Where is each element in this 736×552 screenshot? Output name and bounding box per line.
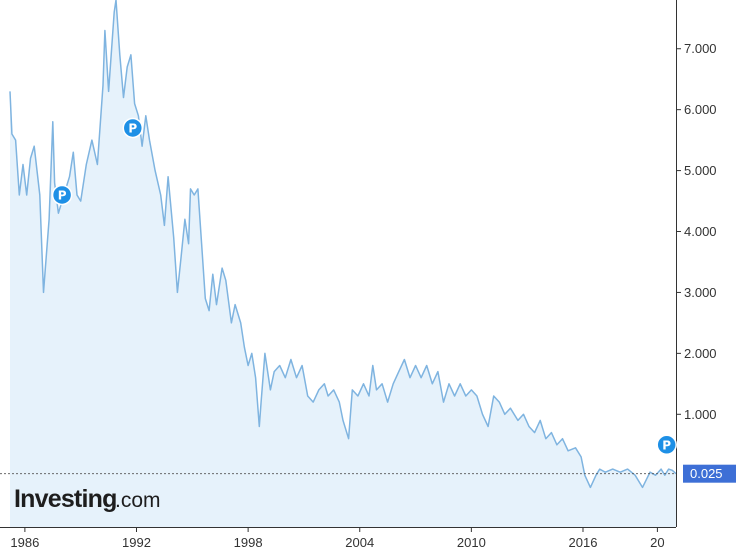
event-marker-label: P [128, 121, 137, 135]
area-layer [9, 0, 677, 527]
event-markers: P P P [51, 117, 677, 456]
last-value-badge [683, 464, 736, 483]
series-line [9, 0, 677, 489]
x-tick-label: 1992 [122, 535, 151, 550]
x-tick-label: 1998 [234, 535, 263, 550]
x-tick-label: 1986 [10, 535, 39, 550]
y-tick-label: 4.000 [684, 224, 717, 239]
event-marker: P [122, 117, 144, 139]
event-marker-circle [51, 184, 73, 206]
x-tick-label: 2016 [569, 535, 598, 550]
y-tick-label: 6.000 [684, 102, 717, 117]
event-marker-circle [122, 117, 144, 139]
axes: 1.000 2.000 3.000 4.000 5.000 6.000 7.000 1986 1… [0, 0, 717, 550]
last-value-label: 0.025 [690, 466, 723, 481]
event-marker-label: P [58, 188, 67, 202]
x-tick-label: 2004 [345, 535, 374, 550]
event-marker: P [656, 434, 677, 456]
x-tick-label: 2010 [457, 535, 486, 550]
y-tick-label: 1.000 [684, 407, 717, 422]
y-tick-label: 5.000 [684, 163, 717, 178]
logo-main-text: Investing [14, 485, 117, 513]
event-marker: P [51, 184, 73, 206]
x-tick-label: 20 [650, 535, 664, 550]
y-tick-label: 3.000 [684, 285, 717, 300]
last-value-reference: 0.025 [0, 464, 736, 483]
y-tick-label: 2.000 [684, 346, 717, 361]
logo-sub-text: .com [115, 489, 161, 512]
event-marker-label: P [662, 438, 671, 452]
y-tick-label: 7.000 [684, 41, 717, 56]
investing-logo: Investing .com [14, 485, 161, 513]
series-area-fill [10, 0, 676, 527]
event-marker-circle [656, 434, 677, 456]
